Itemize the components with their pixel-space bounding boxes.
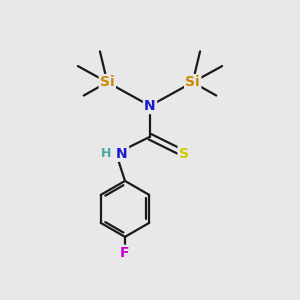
Text: Si: Si [185,75,200,89]
Text: F: F [120,246,130,260]
Text: S: S [179,146,189,161]
Text: N: N [116,146,128,161]
Text: N: N [144,99,156,113]
Text: H: H [100,147,111,160]
Text: Si: Si [100,75,115,89]
